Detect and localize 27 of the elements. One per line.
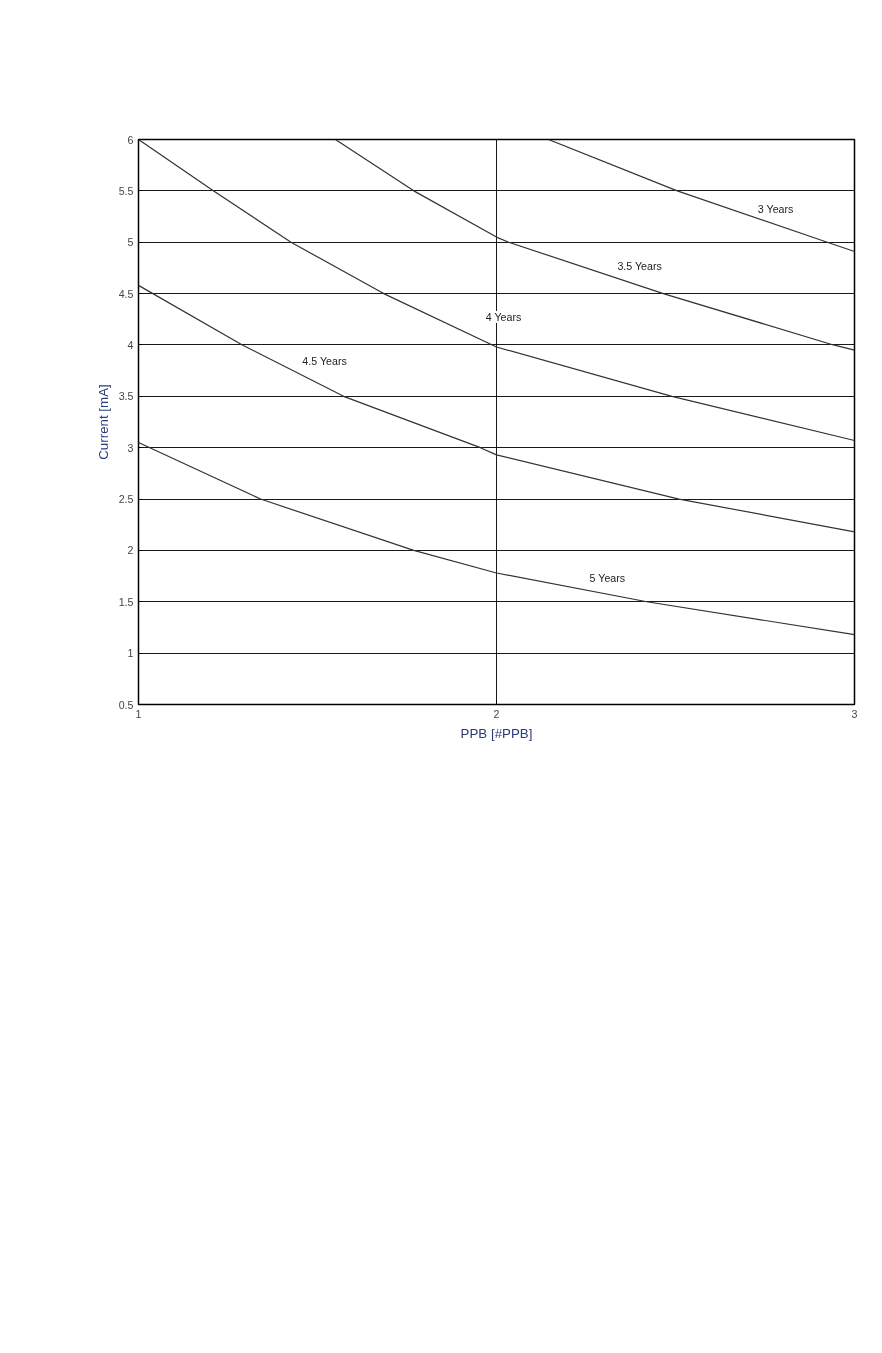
y-tick-label: 5.5 — [118, 184, 134, 197]
series-label: 4.5 Years — [302, 354, 347, 367]
y-tick-label: 1 — [127, 647, 134, 660]
y-tick-label: 3.5 — [118, 390, 134, 403]
y-tick-label: 0.5 — [118, 698, 134, 711]
series-label: 3.5 Years — [617, 259, 662, 272]
y-tick-label: 2 — [127, 544, 134, 557]
y-tick-label: 4.5 — [118, 287, 134, 300]
x-tick-label: 1 — [135, 707, 142, 720]
x-tick-label: 2 — [493, 707, 500, 720]
y-tick-label: 2.5 — [118, 493, 134, 506]
y-axis-title: Current [mA] — [95, 384, 111, 460]
y-tick-label: 4 — [127, 338, 134, 351]
x-axis-title: PPB [#PPB] — [460, 725, 533, 741]
line-series — [138, 139, 855, 442]
line-series — [138, 284, 855, 533]
line-series — [547, 139, 855, 253]
x-tick-label: 3 — [851, 707, 858, 720]
y-tick-label: 3 — [127, 441, 134, 454]
y-tick-label: 5 — [127, 236, 134, 249]
y-tick-label: 1.5 — [118, 595, 134, 608]
series-label: 5 Years — [589, 572, 626, 585]
line-series — [334, 139, 855, 351]
line-series — [138, 441, 855, 636]
series-label: 3 Years — [757, 202, 794, 215]
series-label: 4 Years — [485, 311, 522, 324]
y-tick-label: 6 — [127, 133, 134, 146]
